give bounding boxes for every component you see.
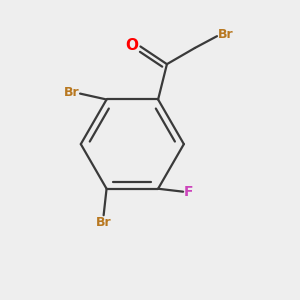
Text: Br: Br — [218, 28, 233, 41]
Text: F: F — [184, 185, 193, 199]
Text: O: O — [126, 38, 139, 52]
Text: Br: Br — [64, 85, 80, 99]
Text: Br: Br — [96, 216, 111, 229]
